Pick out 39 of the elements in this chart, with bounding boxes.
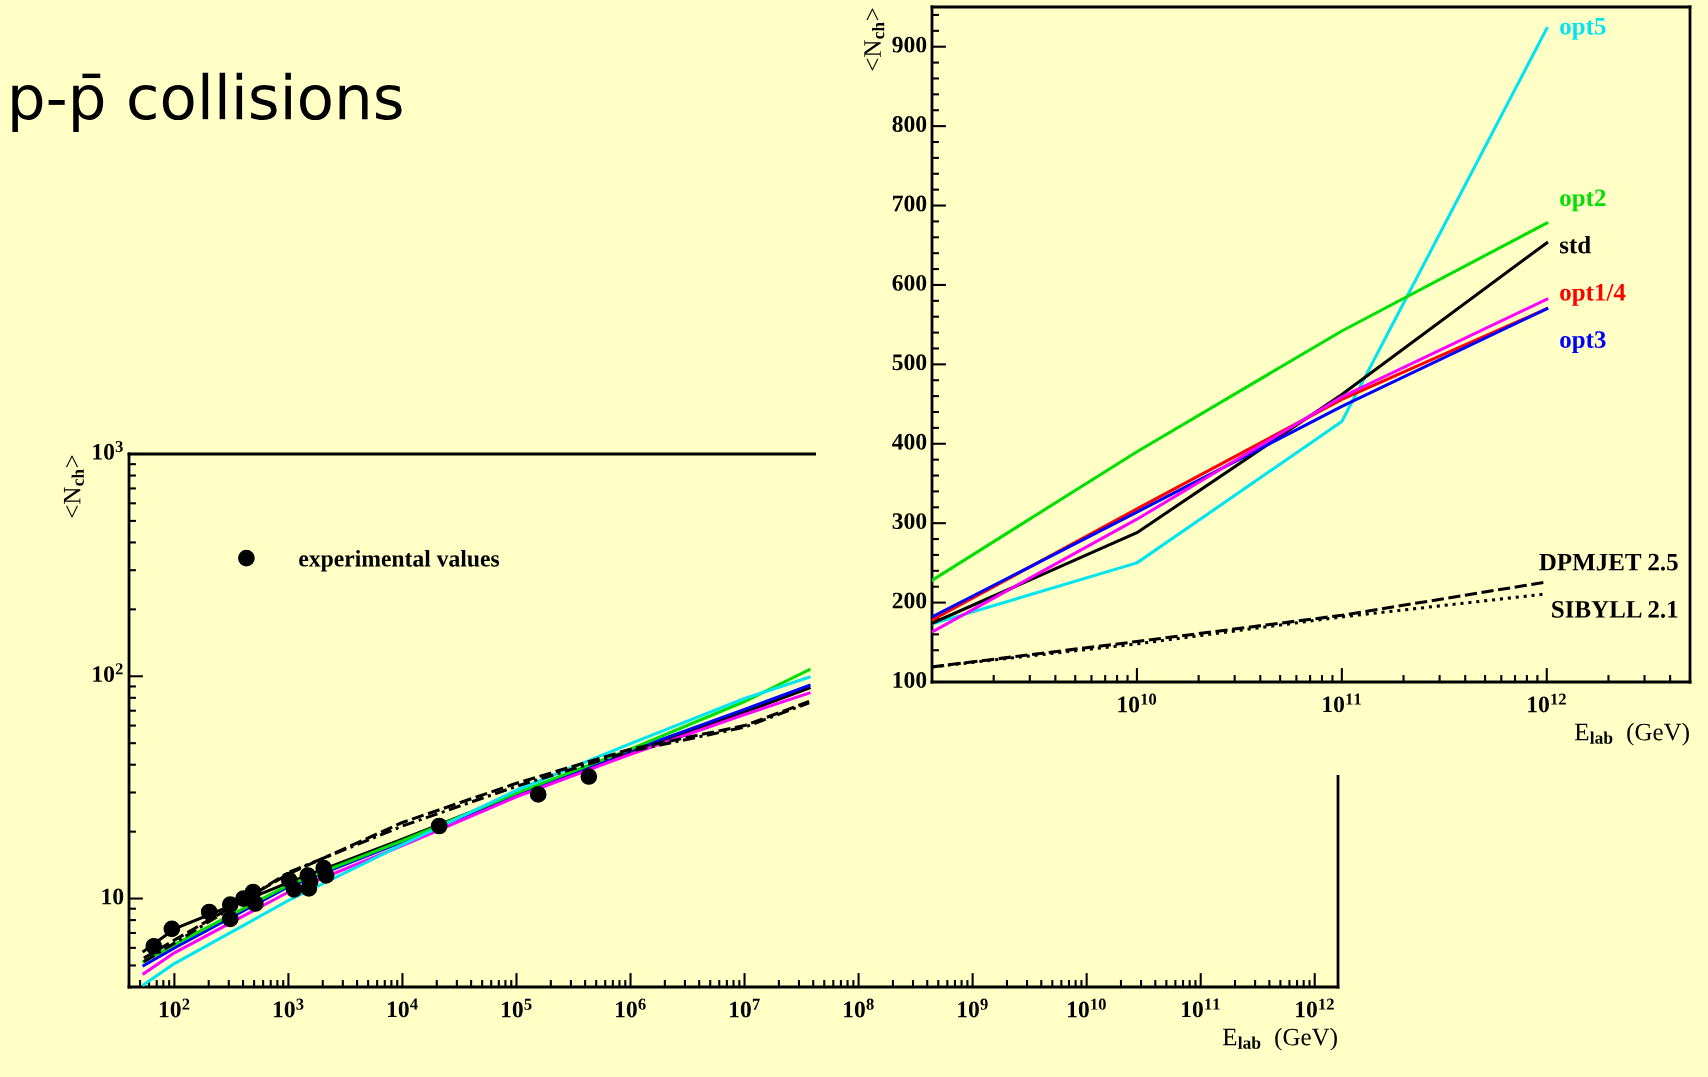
x-tick-label: 10$^{12}$ [1528,693,1566,713]
y-tick-label: 200 [892,592,927,609]
y-tick-label: 700 [893,195,927,212]
y-tick-label: 500 [892,354,927,371]
x-tick-label: 10$^{8}$ [844,998,874,1018]
x-tick-label: 10$^{11}$ [1182,998,1220,1018]
y-axis-title: <N$_{ch}$> [864,8,885,71]
y-tick-label: 300 [892,513,927,530]
chart-title: p-p̄ collisions [12,72,402,132]
y-tick-label: 100 [893,671,927,688]
series-label: opt5 [1560,18,1606,40]
x-axis-title: E$_{lab}$ (GeV) [1222,1027,1337,1051]
y-tick-label: 600 [892,274,927,291]
x-axis-title: E$_{lab}$ (GeV) [1574,722,1689,746]
x-tick-label: 10$^{10}$ [1118,693,1157,713]
y-tick-label: 10$^{2}$ [93,663,123,683]
x-tick-label: 10$^{7}$ [730,998,760,1018]
y-tick-label: 400 [892,433,927,450]
y-axis-title: <N$_{ch}$> [63,455,84,518]
x-tick-label: 10$^{3}$ [273,998,304,1018]
series-label: DPMJET 2.5 [1539,553,1678,571]
x-tick-label: 10$^{10}$ [1068,998,1106,1018]
y-tick-label: 900 [892,36,927,53]
y-tick-label: 10 [102,888,124,905]
series-label: opt3 [1560,331,1606,354]
x-tick-label: 10$^{4}$ [387,998,418,1018]
x-tick-label: 10$^{12}$ [1296,998,1334,1018]
y-tick-label: 800 [892,116,927,133]
series-label: SIBYLL 2.1 [1552,600,1678,618]
x-tick-label: 10$^{6}$ [616,998,646,1018]
x-tick-label: 10$^{11}$ [1323,693,1361,713]
series-label: opt1/4 [1560,283,1626,306]
x-tick-label: 10$^{9}$ [958,998,988,1018]
x-tick-label: 10$^{2}$ [159,998,190,1018]
series-label: std [1559,235,1591,254]
y-tick-label: 10$^{3}$ [93,441,123,460]
legend-label: experimental values [299,550,500,572]
x-tick-label: 10$^{5}$ [501,998,532,1018]
series-label: opt2 [1560,189,1606,212]
